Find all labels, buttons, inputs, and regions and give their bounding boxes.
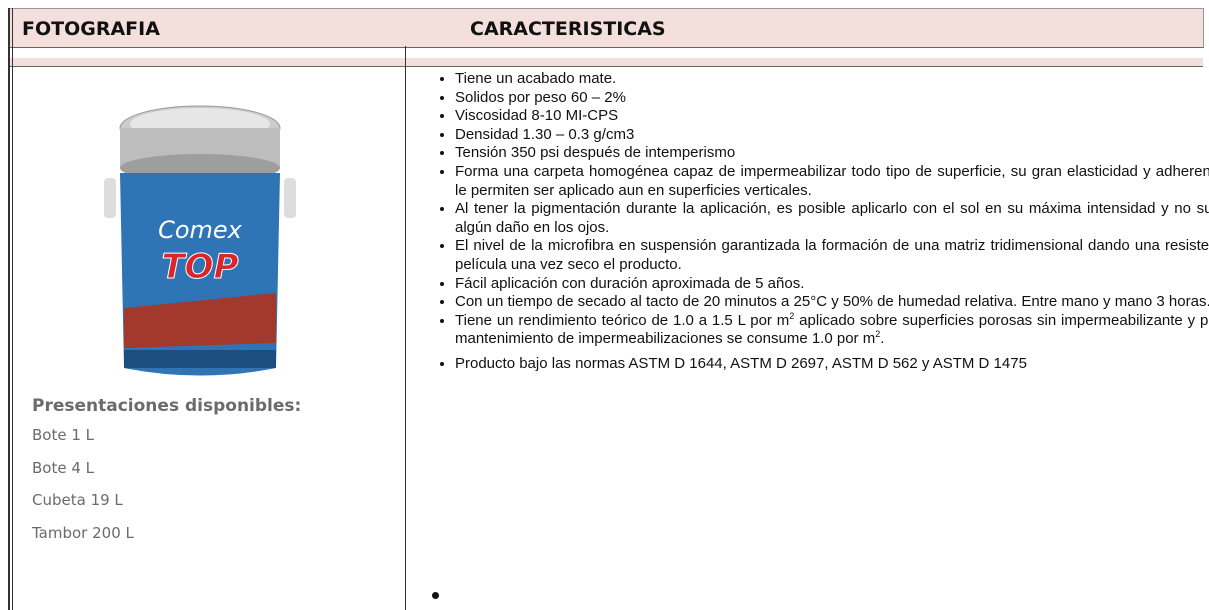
- feature-item: Forma una carpeta homogénea capaz de imp…: [455, 163, 1209, 200]
- presentations-title: Presentaciones disponibles:: [32, 396, 302, 416]
- brand: Comex: [158, 216, 243, 244]
- feature-text: Con un tiempo de secado al tacto de 20 m…: [455, 293, 1209, 311]
- presentation-item: Bote 1 L: [32, 426, 95, 444]
- feature-text: aplicado sobre superficies porosas sin i…: [455, 311, 1209, 348]
- column-divider: [405, 46, 406, 610]
- left-border: [8, 8, 13, 610]
- feature-text: Densidad 1.30 – 0.3 g/cm3: [455, 125, 635, 143]
- feature-item: Tiene un rendimiento teórico de 1.0 a 1.…: [455, 310, 1209, 349]
- feature-text: .: [880, 330, 885, 348]
- column-header: FOTOGRAFIA: [22, 18, 160, 40]
- presentation-item: Tambor 200 L: [32, 523, 134, 542]
- feature-text: Tiene un rendimiento teórico de 1.0 a 1.…: [455, 311, 790, 329]
- features-list: Tiene un acabado mate.Solidos por peso 6…: [420, 70, 1209, 374]
- empty-bullet: [432, 592, 439, 599]
- feature-item: Densidad 1.30 – 0.3 g/cm3: [455, 126, 1209, 145]
- feature-item: Viscosidad 8-10 MI-CPS: [455, 107, 1209, 126]
- presentation-item: Cubeta 19 L: [32, 491, 123, 509]
- feature-text: Tensión 350 psi después de intemperismo: [455, 144, 736, 162]
- feature-text: Forma una carpeta homogénea capaz de imp…: [455, 162, 1209, 199]
- presentations: Presentaciones disponibles: Bote 1 L Bote…: [32, 396, 301, 556]
- feature-item: Al tener la pigmentación durante la apli…: [455, 200, 1209, 237]
- superscript: 2: [875, 329, 881, 340]
- feature-item: Solidos por peso 60 – 2%: [455, 89, 1209, 108]
- product-name: TOP: [161, 247, 238, 287]
- feature-item: El nivel de la microfibra en suspensión …: [455, 237, 1209, 274]
- product-image: Comex TOP: [100, 78, 300, 393]
- presentation-item: Bote 4 L: [32, 458, 95, 477]
- feature-text: Solidos por peso 60 – 2%: [455, 88, 626, 106]
- feature-item: Tiene un acabado mate.: [455, 70, 1209, 89]
- superscript: 2: [789, 310, 795, 321]
- feature-text: Viscosidad 8-10 MI-CPS: [455, 107, 619, 125]
- feature-text: El nivel de la microfibra en suspensión …: [455, 237, 1209, 273]
- header-strip: [8, 58, 1203, 67]
- feature-text: Al tener la pigmentación durante la apli…: [455, 200, 1209, 236]
- presentations-list: Bote 1 L Bote 4 L Cubeta 19 L Tambor 200 L: [32, 426, 301, 556]
- header-row: [8, 8, 1204, 48]
- feature-text: Fácil aplicación con duración aproximada…: [455, 274, 805, 292]
- feature-item: Producto bajo las normas ASTM D 1644, AS…: [455, 355, 1209, 374]
- feature-item: Tensión 350 psi después de intemperismo: [455, 144, 1209, 163]
- column-header: CARACTERISTICAS: [470, 18, 666, 40]
- feature-item: Con un tiempo de secado al tacto de 20 m…: [455, 293, 1209, 312]
- feature-text: Producto bajo las normas ASTM D 1644, AS…: [455, 354, 1027, 372]
- feature-text: Tiene un acabado mate.: [455, 70, 617, 87]
- feature-item: Fácil aplicación con duración aproximada…: [455, 275, 1209, 294]
